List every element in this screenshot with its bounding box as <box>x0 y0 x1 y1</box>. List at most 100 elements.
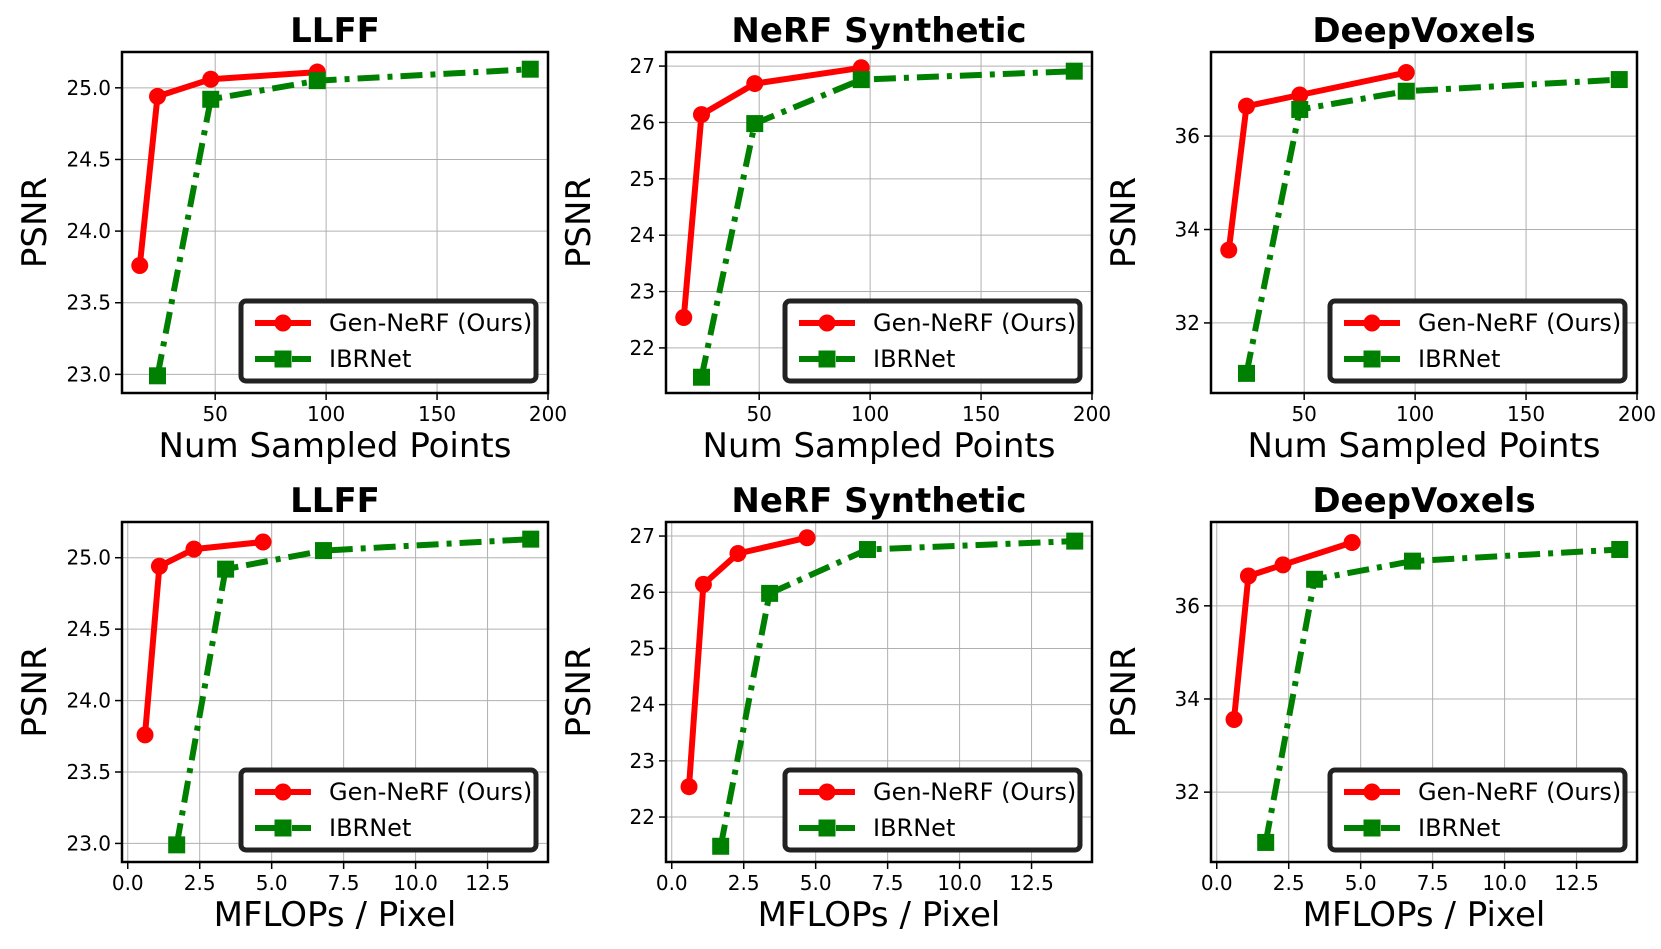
legend-label-gen-nerf: Gen-NeRF (Ours) <box>329 778 532 806</box>
y-axis-label: PSNR <box>559 177 599 268</box>
data-point-gen-nerf <box>1397 64 1415 82</box>
x-tick-label: 0.0 <box>656 871 688 895</box>
series-line-gen-nerf <box>142 539 264 736</box>
data-point-gen-nerf <box>694 575 712 593</box>
y-axis-label: PSNR <box>1104 646 1144 737</box>
y-axis-label: PSNR <box>559 646 599 737</box>
series-line-gen-nerf <box>686 534 808 787</box>
legend-label-ibrnet: IBRNet <box>873 814 955 842</box>
y-tick-label: 32 <box>1175 311 1200 335</box>
x-tick-label: 200 <box>529 402 567 426</box>
x-tick-label: 200 <box>1073 402 1111 426</box>
x-tick-label: 5.0 <box>800 871 832 895</box>
legend-marker-gen-nerf <box>274 314 292 332</box>
data-point-gen-nerf <box>1239 567 1257 585</box>
data-point-ibrnet <box>1066 532 1084 550</box>
legend-marker-gen-nerf <box>818 314 836 332</box>
data-point-ibrnet <box>712 837 730 855</box>
y-tick-label: 23.5 <box>66 291 111 315</box>
y-tick-label: 23.0 <box>66 362 111 386</box>
legend-frame <box>238 767 539 853</box>
data-point-ibrnet <box>746 115 764 133</box>
data-point-ibrnet <box>1403 552 1421 570</box>
series-line-gen-nerf <box>136 69 318 266</box>
y-tick-label: 26 <box>630 580 655 604</box>
data-point-ibrnet <box>693 368 710 386</box>
x-axis-label: MFLOPs / Pixel <box>214 895 457 935</box>
x-tick-label: 10.0 <box>1482 871 1527 895</box>
x-tick-label: 50 <box>746 402 771 426</box>
data-point-gen-nerf <box>675 308 693 326</box>
x-tick-label: 200 <box>1618 402 1656 426</box>
legend-marker-ibrnet <box>818 819 836 837</box>
y-tick-label: 24.5 <box>66 147 111 171</box>
x-tick-label: 7.5 <box>872 871 904 895</box>
data-point-ibrnet <box>1238 364 1255 382</box>
chart-panel: 0.0 2.5 5.0 7.5 10.0 12.5 32 34 36 DeepVoxels MFLO… <box>1104 481 1639 935</box>
data-point-gen-nerf <box>185 540 203 558</box>
legend-label-gen-nerf: Gen-NeRF (Ours) <box>1418 309 1621 337</box>
y-tick-label: 34 <box>1175 687 1200 711</box>
plot-area <box>1225 533 1629 851</box>
legend-frame <box>1327 298 1628 384</box>
data-point-ibrnet <box>314 542 332 560</box>
data-point-ibrnet <box>1306 570 1324 588</box>
x-tick-label: 2.5 <box>728 871 760 895</box>
x-tick-label: 50 <box>202 402 227 426</box>
legend: Gen-NeRF (Ours) IBRNet <box>238 298 539 384</box>
x-tick-label: 100 <box>307 402 345 426</box>
data-point-gen-nerf <box>150 557 168 575</box>
y-tick-label: 32 <box>1175 780 1200 804</box>
x-tick-label: 100 <box>851 402 889 426</box>
x-tick-label: 2.5 <box>1273 871 1305 895</box>
y-tick-label: 24.0 <box>66 219 111 243</box>
data-point-ibrnet <box>1257 833 1275 851</box>
chart-panel: 50 100 150 200 23.0 23.5 24.0 24.5 25.0 LLFF Num S… <box>15 11 567 466</box>
x-tick-label: 5.0 <box>256 871 288 895</box>
plot-area <box>136 530 540 854</box>
data-point-ibrnet <box>858 541 876 559</box>
legend-label-gen-nerf: Gen-NeRF (Ours) <box>873 778 1076 806</box>
y-tick-label: 25.0 <box>66 546 111 570</box>
data-point-ibrnet <box>852 71 870 89</box>
chart-panel: 50 100 150 200 32 34 36 DeepVoxels Num Sampled P… <box>1104 11 1656 466</box>
x-tick-label: 150 <box>962 402 1000 426</box>
y-tick-label: 36 <box>1175 594 1200 618</box>
legend-label-ibrnet: IBRNet <box>873 345 955 373</box>
data-point-ibrnet <box>761 584 779 602</box>
legend-marker-gen-nerf <box>1363 783 1381 801</box>
y-tick-label: 34 <box>1175 218 1200 242</box>
series-line-ibrnet <box>154 66 531 377</box>
x-tick-label: 150 <box>1507 402 1545 426</box>
y-axis-label: PSNR <box>15 646 55 737</box>
chart-title: NeRF Synthetic <box>731 481 1026 521</box>
data-point-gen-nerf <box>1225 710 1243 728</box>
x-tick-label: 5.0 <box>1345 871 1377 895</box>
y-tick-label: 25 <box>630 167 655 191</box>
series-line-ibrnet <box>717 538 1075 847</box>
legend-marker-ibrnet <box>818 350 836 368</box>
chart-panel: 50 100 150 200 22 23 24 25 26 27 NeRF Synthetic Num… <box>559 11 1111 466</box>
legend-label-ibrnet: IBRNet <box>1418 814 1500 842</box>
legend-marker-ibrnet <box>274 350 292 368</box>
x-tick-label: 12.5 <box>1009 871 1054 895</box>
data-point-gen-nerf <box>798 529 816 547</box>
legend-frame <box>1327 767 1628 853</box>
axes-frame <box>120 520 550 864</box>
series-line-ibrnet <box>1243 76 1620 374</box>
y-tick-label: 22 <box>630 805 655 829</box>
y-tick-label: 23 <box>630 749 655 773</box>
legend: Gen-NeRF (Ours) IBRNet <box>1327 767 1628 853</box>
y-tick-label: 36 <box>1175 124 1200 148</box>
x-axis-label: Num Sampled Points <box>159 426 512 466</box>
legend-marker-ibrnet <box>274 819 292 837</box>
y-tick-label: 25 <box>630 636 655 660</box>
x-tick-label: 10.0 <box>393 871 438 895</box>
chart-title: LLFF <box>290 481 380 521</box>
y-axis-label: PSNR <box>15 177 55 268</box>
x-tick-label: 7.5 <box>328 871 360 895</box>
legend-label-ibrnet: IBRNet <box>329 814 411 842</box>
data-point-ibrnet <box>217 560 235 578</box>
legend-frame <box>782 298 1083 384</box>
series-line-ibrnet <box>698 68 1075 378</box>
